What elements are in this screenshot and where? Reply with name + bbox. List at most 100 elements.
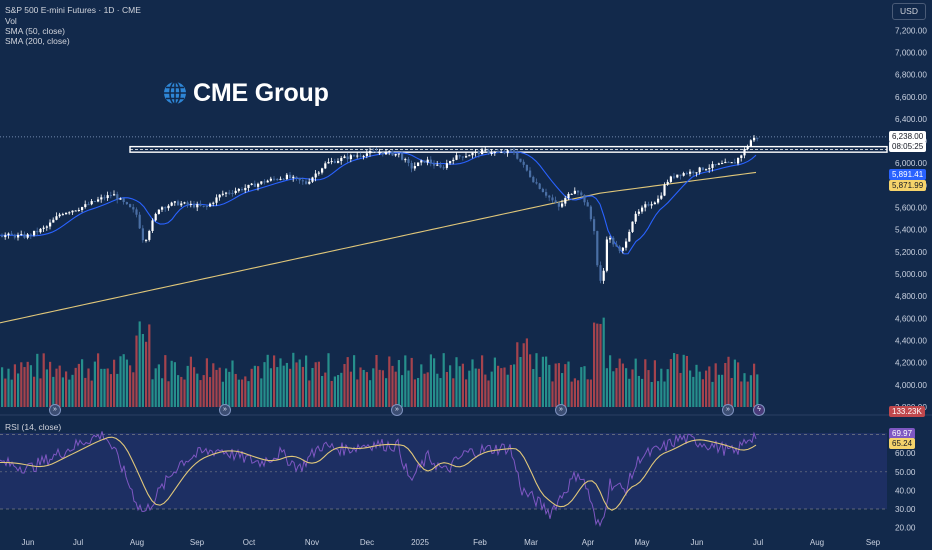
volume-bar xyxy=(445,371,448,407)
candle-body xyxy=(625,241,628,248)
x-tick-label: Sep xyxy=(866,538,881,547)
volume-bar xyxy=(701,379,704,407)
candle-body xyxy=(506,150,509,154)
candle-body xyxy=(234,190,237,194)
volume-bar xyxy=(250,368,253,407)
volume-bar xyxy=(727,356,730,407)
events-icon[interactable]: » xyxy=(555,404,567,416)
candle-body xyxy=(61,214,64,216)
volume-bar xyxy=(113,359,116,407)
volume-bar xyxy=(292,352,295,407)
volume-bar xyxy=(177,375,180,407)
volume-bar xyxy=(548,364,551,407)
x-tick-label: Jun xyxy=(691,538,704,547)
rsi-tick-label: 40.00 xyxy=(895,486,916,495)
volume-bar xyxy=(228,371,231,407)
candle-body xyxy=(381,152,384,155)
sma50-value-label: 5,891.41 xyxy=(889,169,927,180)
events-icon[interactable]: » xyxy=(391,404,403,416)
chart-title[interactable]: S&P 500 E-mini Futures · 1D · CME xyxy=(5,5,141,15)
volume-bar xyxy=(689,370,692,407)
candle-body xyxy=(298,178,301,181)
volume-bar xyxy=(513,364,516,407)
candle-body xyxy=(13,234,16,238)
vol-legend[interactable]: Vol xyxy=(5,16,17,26)
volume-bar xyxy=(372,368,375,407)
volume-bar xyxy=(65,371,68,407)
volume-bar xyxy=(141,333,144,407)
events-icon[interactable]: » xyxy=(219,404,231,416)
volume-bar xyxy=(36,353,39,407)
volume-bar xyxy=(714,363,717,407)
sma50-legend[interactable]: SMA (50, close) xyxy=(5,26,65,36)
volume-bar xyxy=(381,370,384,407)
candle-body xyxy=(599,265,602,281)
candle-body xyxy=(84,204,87,208)
candle-body xyxy=(589,206,592,220)
volume-bar xyxy=(97,353,100,407)
candle-body xyxy=(74,210,77,212)
rsi-legend[interactable]: RSI (14, close) xyxy=(5,422,62,432)
volume-bar xyxy=(465,379,468,407)
candle-body xyxy=(711,164,714,168)
volume-bar xyxy=(100,368,103,407)
volume-bar xyxy=(55,368,58,407)
candle-body xyxy=(266,180,269,183)
volume-bar xyxy=(26,361,29,407)
volume-bar xyxy=(189,356,192,407)
volume-bar xyxy=(577,380,580,407)
events-icon[interactable]: » xyxy=(49,404,61,416)
globe-icon xyxy=(164,81,186,105)
candle-body xyxy=(685,173,688,175)
candle-body xyxy=(205,206,208,208)
volume-bar xyxy=(154,368,157,407)
x-tick-label: Aug xyxy=(810,538,824,547)
volume-bar xyxy=(349,371,352,407)
events-icon[interactable]: » xyxy=(722,404,734,416)
candle-body xyxy=(602,270,605,281)
volume-bar xyxy=(641,378,644,407)
candle-body xyxy=(167,205,170,209)
volume-bar xyxy=(564,364,567,407)
volume-bar xyxy=(394,371,397,407)
candle-body xyxy=(276,179,279,181)
candle-body xyxy=(122,198,125,203)
candle-body xyxy=(516,153,519,159)
candle-body xyxy=(669,176,672,182)
volume-bar xyxy=(599,323,602,407)
rsi-ma-value-label: 65.24 xyxy=(889,438,916,449)
volume-bar xyxy=(628,378,631,407)
volume-bar xyxy=(301,366,304,407)
candle-body xyxy=(641,207,644,212)
lightning-icon[interactable]: ϟ xyxy=(753,404,765,416)
candle-body xyxy=(596,231,599,266)
volume-bar xyxy=(369,380,372,407)
candle-body xyxy=(423,160,426,163)
volume-bar xyxy=(442,353,445,407)
candle-body xyxy=(503,152,506,154)
volume-bar xyxy=(449,365,452,407)
candle-body xyxy=(244,187,247,191)
currency-button[interactable]: USD xyxy=(892,3,926,20)
candle-body xyxy=(241,188,244,191)
volume-bar xyxy=(45,369,48,407)
price-tick-label: 7,000.00 xyxy=(895,48,927,57)
candle-body xyxy=(330,161,333,163)
countdown-label: 08:05:25 xyxy=(889,141,927,152)
volume-bar xyxy=(708,366,711,407)
candle-body xyxy=(455,155,458,160)
volume-bar xyxy=(199,380,202,407)
volume-bar xyxy=(305,355,308,407)
candle-body xyxy=(49,222,52,227)
volume-bar xyxy=(109,374,112,407)
candle-body xyxy=(545,192,548,196)
volume-bar xyxy=(276,367,279,407)
candle-body xyxy=(269,178,272,181)
volume-bar xyxy=(81,359,84,407)
sma200-legend[interactable]: SMA (200, close) xyxy=(5,36,70,46)
x-tick-label: Oct xyxy=(243,538,256,547)
candle-body xyxy=(426,159,429,163)
candle-body xyxy=(26,234,29,238)
candle-body xyxy=(436,164,439,166)
